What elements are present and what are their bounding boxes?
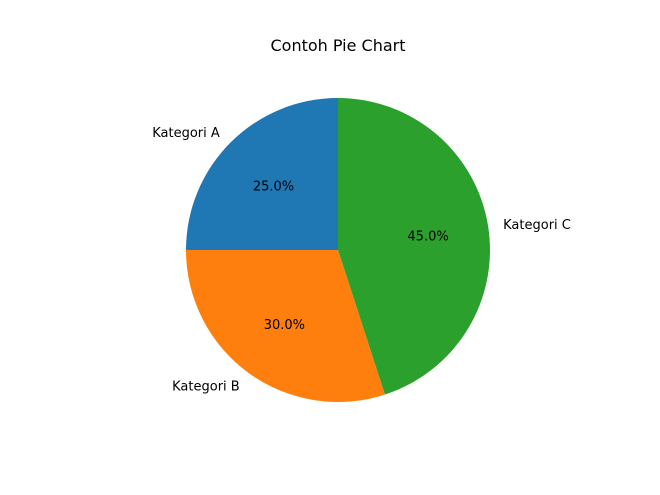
percent-label: 30.0% (264, 318, 305, 333)
slice-label: Kategori B (172, 379, 240, 394)
pie-slice-kategori-c (338, 98, 490, 395)
pie-slice-kategori-b (186, 250, 385, 402)
percent-label: 45.0% (407, 230, 448, 245)
chart-title: Contoh Pie Chart (270, 36, 405, 55)
pie-slice-kategori-a (186, 98, 338, 250)
slice-label: Kategori C (503, 218, 571, 233)
slice-label: Kategori A (152, 126, 220, 141)
percent-label: 25.0% (253, 180, 294, 195)
